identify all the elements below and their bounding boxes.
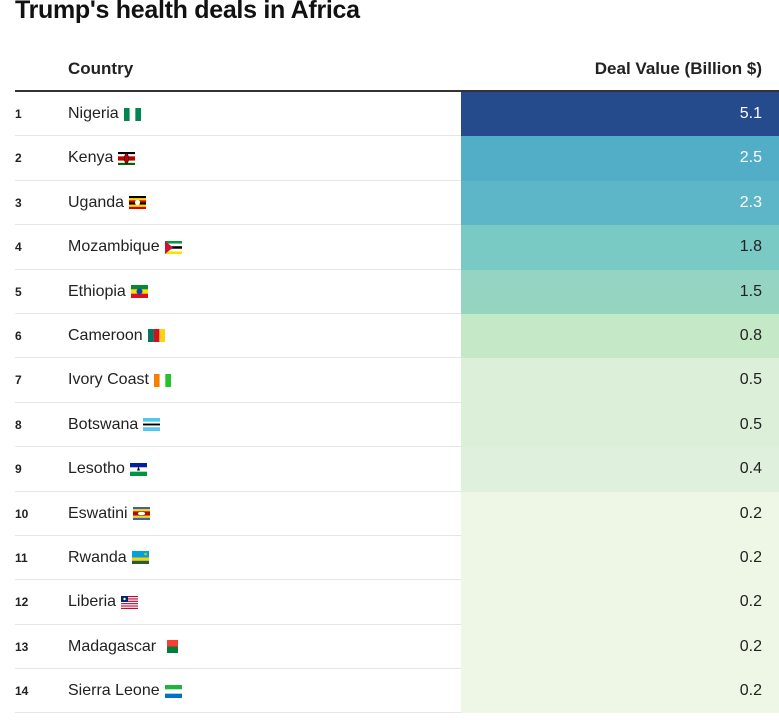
country-name: Lesotho <box>68 460 125 478</box>
deal-value-cell: 1.8 <box>461 225 779 270</box>
table-row: 11 Rwanda 0.2 <box>15 535 779 581</box>
table-row: 4 Mozambique 1.8 <box>15 225 779 270</box>
table-row: 7 Ivory Coast 0.5 <box>15 358 779 403</box>
country-name: Botswana <box>68 415 139 433</box>
country-name: Madagascar <box>68 637 157 655</box>
deal-value-cell: 0.4 <box>461 447 779 492</box>
deal-value-cell: 0.2 <box>461 491 779 536</box>
country-name: Liberia <box>68 593 117 611</box>
table-row: 6 Cameroon 0.8 <box>15 313 779 359</box>
table-row: 10 Eswatini 0.2 <box>15 491 779 536</box>
ivory-coast-flag-icon <box>153 373 171 387</box>
deal-value-cell: 0.2 <box>461 535 779 581</box>
table-row: 12 Liberia 0.2 <box>15 580 779 625</box>
country-name: Kenya <box>68 149 114 167</box>
rank-number: 3 <box>15 195 22 210</box>
country-name: Ivory Coast <box>68 371 149 389</box>
country-cell: Eswatini <box>68 492 150 536</box>
country-name: Eswatini <box>68 504 128 522</box>
rank-number: 13 <box>15 639 29 654</box>
country-cell: Kenya <box>68 136 136 180</box>
table-row: 14 Sierra Leone 0.2 <box>15 669 779 714</box>
liberia-flag-icon <box>121 595 139 609</box>
country-cell: Ethiopia <box>68 270 148 314</box>
table-row: 3 Uganda 2.3 <box>15 180 779 226</box>
country-name: Sierra Leone <box>68 682 160 700</box>
deal-value-cell: 0.2 <box>461 669 779 714</box>
header-divider <box>15 90 779 92</box>
table-body: 1 Nigeria 5.1 2 Kenya 2.5 3 Uganda 2.3 4… <box>15 92 779 714</box>
country-name: Nigeria <box>68 105 119 122</box>
country-name: Mozambique <box>68 238 160 256</box>
country-cell: Madagascar <box>68 625 179 669</box>
rank-number: 7 <box>15 373 22 388</box>
botswana-flag-icon <box>143 418 161 432</box>
rank-number: 9 <box>15 462 22 477</box>
rank-number: 4 <box>15 240 22 255</box>
deal-value-cell: 5.1 <box>461 92 779 137</box>
deal-value-cell: 0.2 <box>461 580 779 625</box>
country-cell: Cameroon <box>68 314 165 358</box>
country-cell: Liberia <box>68 580 139 624</box>
country-cell: Uganda <box>68 181 147 225</box>
country-cell: Nigeria <box>68 92 141 136</box>
country-cell: Sierra Leone <box>68 669 182 713</box>
table-row: 13 Madagascar 0.2 <box>15 624 779 670</box>
rank-number: 11 <box>15 550 28 565</box>
country-cell: Lesotho <box>68 447 147 491</box>
table-row: 5 Ethiopia 1.5 <box>15 269 779 314</box>
deal-value-cell: 1.5 <box>461 269 779 314</box>
madagascar-flag-icon <box>161 640 179 654</box>
rank-number: 6 <box>15 328 22 343</box>
column-header-deal-value: Deal Value (Billion $) <box>594 59 762 78</box>
rank-number: 2 <box>15 151 22 166</box>
country-name: Ethiopia <box>68 282 126 300</box>
country-cell: Rwanda <box>68 536 149 580</box>
chart-title: Trump's health deals in Africa <box>15 0 360 24</box>
deal-value-cell: 2.3 <box>461 180 779 226</box>
kenya-flag-icon <box>118 151 136 165</box>
column-header-country: Country <box>68 59 134 78</box>
rank-number: 12 <box>15 595 29 610</box>
deal-value-cell: 0.5 <box>461 402 779 448</box>
rwanda-flag-icon <box>131 551 149 565</box>
deal-value-cell: 0.5 <box>461 358 779 403</box>
deal-value-cell: 2.5 <box>461 136 779 181</box>
nigeria-flag-icon <box>123 107 141 121</box>
country-cell: Mozambique <box>68 225 182 269</box>
rank-number: 10 <box>15 506 29 521</box>
table-row: 2 Kenya 2.5 <box>15 136 779 181</box>
table-row: 1 Nigeria 5.1 <box>15 92 779 137</box>
uganda-flag-icon <box>129 196 147 210</box>
deal-value-cell: 0.2 <box>461 624 779 670</box>
mozambique-flag-icon <box>164 240 182 254</box>
deal-value-cell: 0.8 <box>461 313 779 359</box>
rank-number: 14 <box>15 684 29 699</box>
table-row: 9 Lesotho 0.4 <box>15 447 779 492</box>
table-row: 8 Botswana 0.5 <box>15 402 779 448</box>
country-cell: Ivory Coast <box>68 358 171 402</box>
rank-number: 8 <box>15 417 22 432</box>
sierra-leone-flag-icon <box>164 684 182 698</box>
country-name: Uganda <box>68 193 125 211</box>
rank-number: 5 <box>15 284 22 299</box>
ethiopia-flag-icon <box>130 285 148 299</box>
cameroon-flag-icon <box>147 329 165 343</box>
country-name: Rwanda <box>68 548 127 566</box>
country-cell: Botswana <box>68 403 161 447</box>
eswatini-flag-icon <box>132 507 150 521</box>
country-name: Cameroon <box>68 326 143 344</box>
lesotho-flag-icon <box>129 462 147 476</box>
rank-number: 1 <box>15 107 22 121</box>
